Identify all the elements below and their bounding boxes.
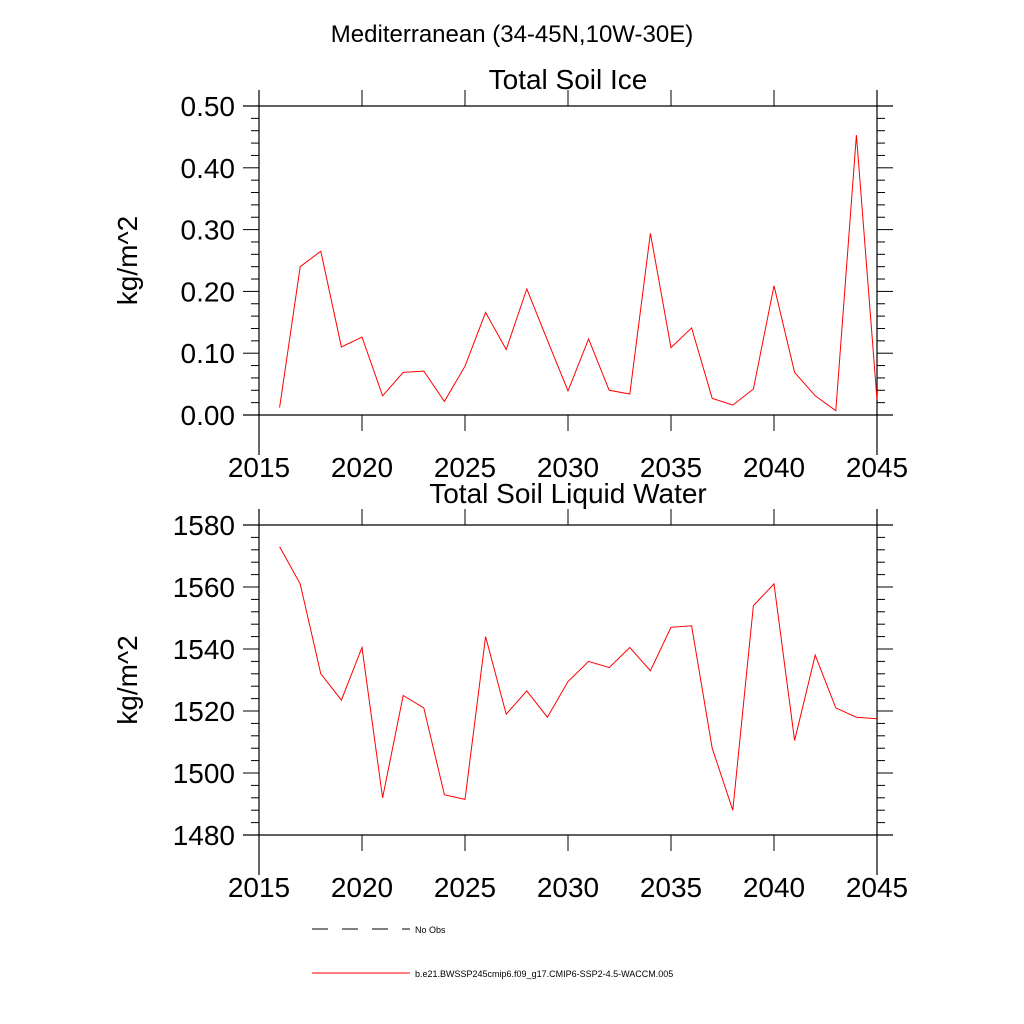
y-tick-label: 0.00 [181, 400, 236, 431]
y-axis-label: kg/m^2 [112, 635, 143, 724]
legend-label-no-obs: No Obs [415, 925, 446, 935]
y-axis-label: kg/m^2 [112, 216, 143, 305]
y-tick-label: 1520 [173, 696, 235, 727]
plots-group: Total Soil Ice 0.00 0.10 0.20 0.30 0.40 0.50 20… [112, 64, 908, 903]
x-tick-label: 2015 [228, 872, 290, 903]
y-tick-label: 1560 [173, 572, 235, 603]
panel-2: Total Soil Liquid Water 1480 1500 1520 1540 1… [112, 478, 908, 903]
series-line [279, 134, 878, 412]
y-tick-label: 0.50 [181, 91, 236, 122]
series-line [279, 546, 878, 811]
y-tick-label: 1480 [173, 820, 235, 851]
x-tick-label: 2045 [846, 452, 908, 483]
x-tick-label: 2020 [331, 452, 393, 483]
x-tick-label: 2015 [228, 452, 290, 483]
y-tick-label: 0.10 [181, 338, 236, 369]
y-tick-label: 0.20 [181, 276, 236, 307]
x-tick-label: 2035 [640, 452, 702, 483]
x-tick-label: 2045 [846, 872, 908, 903]
x-tick-label: 2030 [537, 452, 599, 483]
panel-title: Total Soil Ice [489, 64, 648, 95]
x-tick-label: 2025 [434, 872, 496, 903]
y-tick-label: 0.30 [181, 215, 236, 246]
x-tick-label: 2035 [640, 872, 702, 903]
panel-title: Total Soil Liquid Water [429, 478, 707, 509]
figure-suptitle: Mediterranean (34-45N,10W-30E) [331, 21, 693, 48]
y-tick-label: 1580 [173, 510, 235, 541]
panel-1: Total Soil Ice 0.00 0.10 0.20 0.30 0.40 0.50 20… [112, 64, 908, 483]
y-tick-label: 1540 [173, 634, 235, 665]
y-tick-label: 0.40 [181, 153, 236, 184]
legend: No Obs b.e21.BWSSP245cmip6.f09_g17.CMIP6-… [312, 925, 673, 979]
x-tick-label: 2040 [743, 452, 805, 483]
x-tick-label: 2020 [331, 872, 393, 903]
x-tick-label: 2030 [537, 872, 599, 903]
legend-label-model: b.e21.BWSSP245cmip6.f09_g17.CMIP6-SSP2-4… [415, 969, 673, 979]
y-tick-label: 1500 [173, 758, 235, 789]
x-tick-label: 2040 [743, 872, 805, 903]
x-tick-label: 2025 [434, 452, 496, 483]
